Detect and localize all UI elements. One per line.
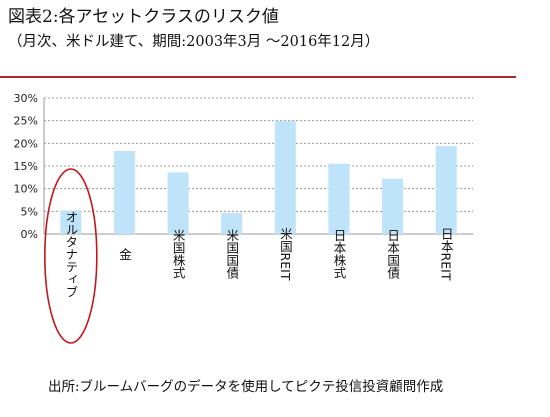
bar	[382, 178, 404, 234]
highlight-layer	[44, 168, 98, 344]
x-tick-label: 米国REIT	[278, 228, 293, 281]
x-tick-label: 金	[117, 247, 132, 261]
x-tick-label: 日本株式	[331, 229, 346, 279]
source-note: 出所:ブルームバーグのデータを使用してピクテ投信投資顧問作成	[48, 379, 444, 395]
y-tick-label: 20%	[14, 137, 38, 150]
bar	[435, 146, 457, 234]
y-tick-label: 30%	[14, 92, 38, 105]
y-tick-label: 15%	[14, 160, 38, 173]
x-tick-label: 米国国債	[224, 229, 239, 280]
bar	[60, 210, 82, 234]
grid-lines	[43, 97, 473, 235]
y-tick-label: 5%	[21, 205, 38, 218]
title-divider	[0, 76, 516, 78]
bars	[60, 121, 457, 234]
x-tick-label: 米国株式	[171, 229, 186, 279]
y-tick-label: 25%	[14, 115, 38, 128]
y-tick-label: 10%	[14, 183, 38, 196]
y-axis-tick-labels: 0% 5% 10% 15% 20% 25% 30%	[14, 92, 38, 241]
risk-bar-chart: 0% 5% 10% 15% 20% 25% 30% オルタナティブ 金 米国株式 米国国債 米国RE…	[14, 92, 473, 344]
page-title: 図表2:各アセットクラスのリスク値	[8, 7, 279, 27]
page-subtitle: （月次、米ドル建て、期間:2003年3月 ～2016年12月）	[8, 34, 380, 50]
bar	[221, 213, 243, 234]
x-axis-category-labels: オルタナティブ 金 米国株式 米国国債 米国REIT 日本株式 日本国債 日本REIT	[63, 210, 453, 298]
x-tick-label: 日本REIT	[439, 228, 454, 281]
y-tick-label: 0%	[21, 228, 38, 241]
bar	[274, 121, 296, 234]
bar	[113, 151, 135, 234]
highlight-ellipse	[44, 168, 98, 344]
x-tick-label: オルタナティブ	[63, 210, 78, 298]
x-tick-label: 日本国債	[385, 229, 400, 280]
bar	[328, 163, 350, 234]
bar	[167, 172, 189, 234]
